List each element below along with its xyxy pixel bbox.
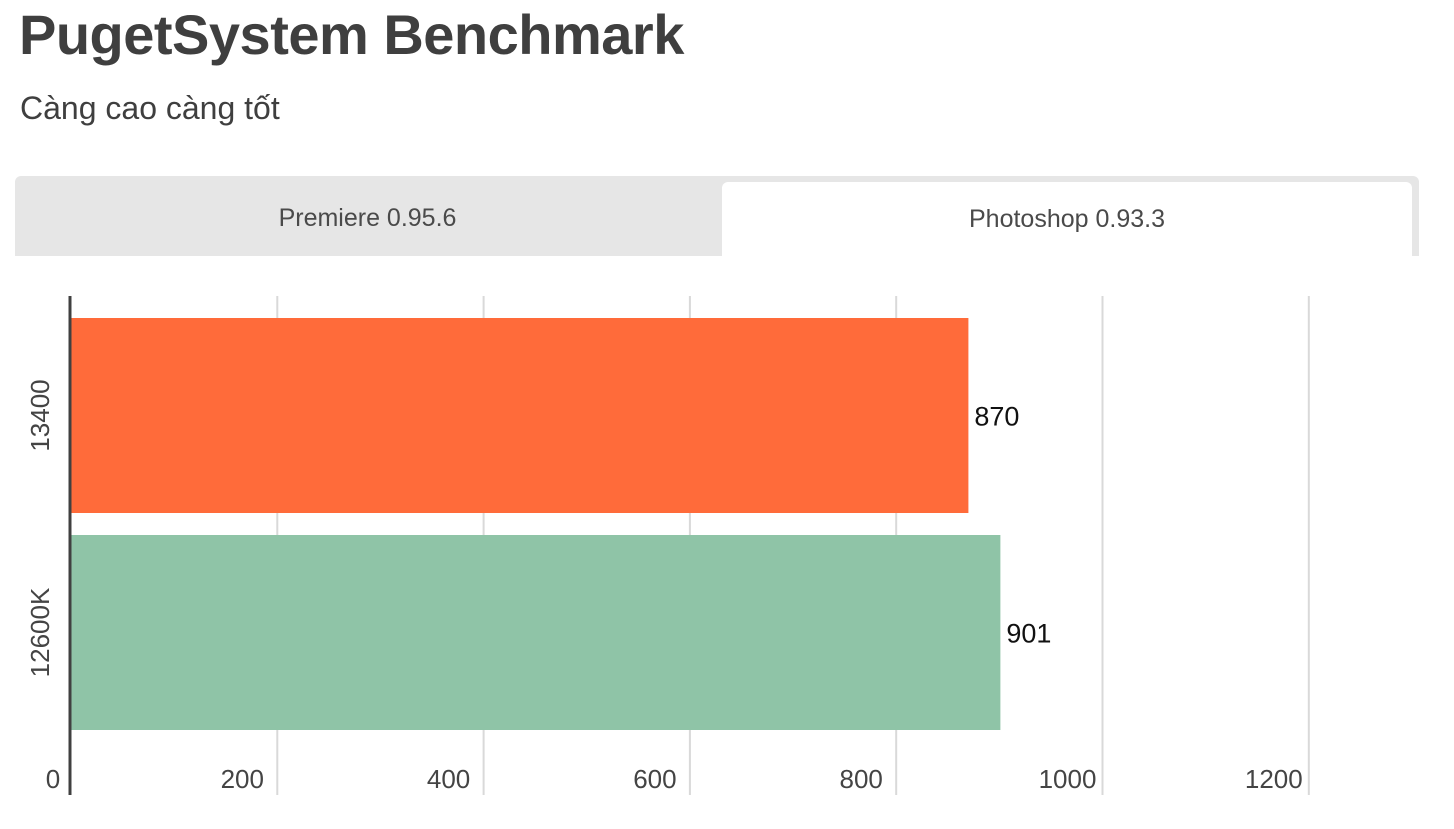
data-labels: 870 901 (974, 402, 1051, 649)
tab-photoshop[interactable]: Photoshop 0.93.3 (722, 182, 1412, 256)
x-tick-label-200: 200 (221, 764, 264, 794)
x-tick-label-1200: 1200 (1245, 764, 1303, 794)
bar-13400 (71, 318, 969, 513)
x-tick-label-0: 0 (46, 764, 60, 794)
tab-bar: Premiere 0.95.6 Photoshop 0.93.3 (15, 176, 1419, 256)
bars (71, 318, 1001, 730)
category-label-13400: 13400 (25, 379, 55, 451)
chart-title: PugetSystem Benchmark (19, 3, 684, 66)
x-tick-label-600: 600 (633, 764, 676, 794)
chart-subtitle: Càng cao càng tốt (20, 90, 280, 126)
x-tick-label-400: 400 (427, 764, 470, 794)
x-tick-label-800: 800 (840, 764, 883, 794)
category-labels: 13400 12600K (25, 379, 55, 677)
tab-premiere[interactable]: Premiere 0.95.6 (278, 203, 457, 232)
data-label-13400: 870 (974, 402, 1019, 432)
x-tick-label-1000: 1000 (1039, 764, 1097, 794)
x-tick-labels: 0 200 400 600 800 1000 1200 (46, 764, 1303, 794)
data-label-12600K: 901 (1006, 619, 1051, 649)
bar-12600K (71, 535, 1001, 730)
category-label-12600K: 12600K (25, 587, 55, 677)
